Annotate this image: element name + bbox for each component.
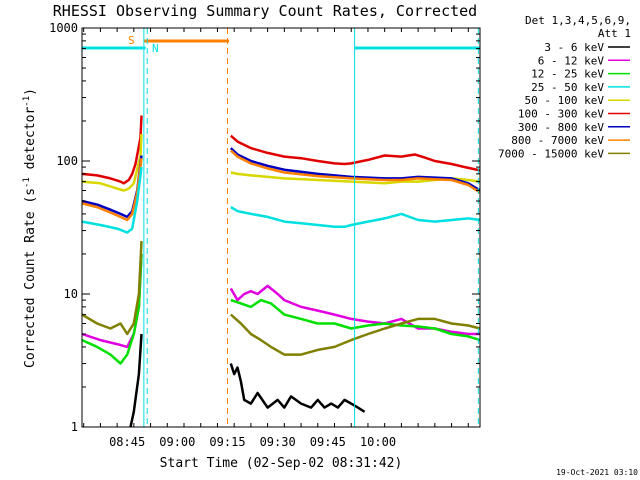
legend-header-1: Att 1 — [598, 27, 631, 40]
y-axis-label: Corrected Count Rate (s-1 detector-1) — [22, 88, 38, 368]
legend-label-4: 50 - 100 keV — [525, 94, 605, 107]
legend-header-0: Det 1,3,4,5,6,9, — [525, 14, 631, 27]
legend-label-1: 6 - 12 keV — [538, 54, 605, 67]
flag-label-n: N — [152, 42, 159, 55]
legend-label-0: 3 - 6 keV — [544, 41, 604, 54]
y-axis: 1 10 100 1000 — [49, 21, 480, 434]
series-line-6 — [81, 253, 481, 365]
y-axis-label-c: ) — [23, 88, 38, 96]
event-lines — [143, 28, 479, 427]
y-tick-label: 1 — [71, 420, 78, 434]
y-tick-label: 100 — [56, 154, 78, 168]
x-axis-label: Start Time (02-Sep-02 08:31:42) — [160, 456, 403, 471]
timestamp: 19-Oct-2021 03:10 — [556, 468, 638, 477]
legend-label-7: 800 - 7000 keV — [511, 134, 604, 147]
x-tick-label: 09:15 — [209, 435, 245, 449]
x-tick-label: 10:00 — [360, 435, 396, 449]
x-axis: 08:45 09:00 09:15 09:30 09:45 10:00 — [83, 28, 469, 449]
y-tick-label: 10 — [64, 287, 78, 301]
flag-label-s: S — [128, 34, 135, 47]
series-line-4 — [81, 166, 481, 234]
legend-label-2: 12 - 25 keV — [531, 68, 604, 81]
y-axis-label-sup2: -1 — [22, 96, 32, 107]
legend-label-5: 100 - 300 keV — [518, 108, 604, 121]
series-line-8 — [129, 333, 366, 428]
series-line-7 — [81, 241, 481, 356]
y-tick-label: 1000 — [49, 21, 78, 35]
plot-frame — [81, 27, 481, 428]
series-layer — [81, 115, 481, 428]
series-line-3 — [81, 149, 481, 222]
legend-label-6: 300 - 800 keV — [518, 121, 604, 134]
y-axis-label-a: Corrected Count Rate (s — [23, 188, 38, 368]
y-axis-label-b: detector — [23, 107, 38, 178]
x-tick-label: 08:45 — [109, 435, 145, 449]
series-line-0 — [81, 115, 481, 185]
x-tick-label: 09:45 — [310, 435, 346, 449]
chart-title: RHESSI Observing Summary Count Rates, Co… — [53, 2, 477, 20]
legend-label-3: 25 - 50 keV — [531, 81, 604, 94]
legend-label-8: 7000 - 15000 keV — [498, 147, 604, 160]
observing-flags: SN — [82, 34, 480, 55]
y-axis-label-sup: -1 — [22, 177, 32, 188]
x-tick-label: 09:30 — [260, 435, 296, 449]
x-tick-label: 09:00 — [159, 435, 195, 449]
